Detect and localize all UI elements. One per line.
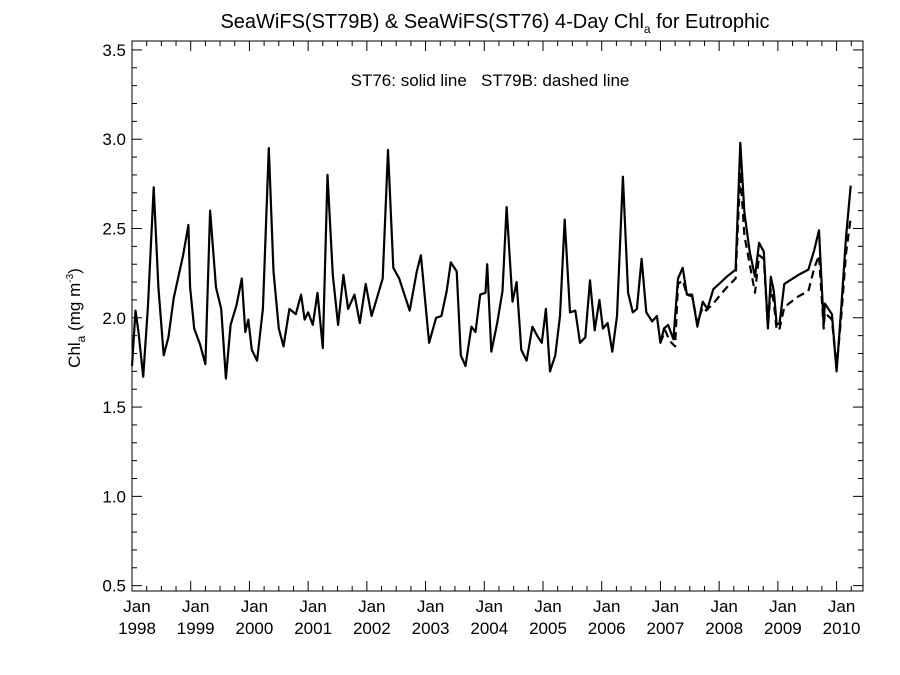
x-tick-year: 2008 [705,619,743,638]
y-axis-ticks: 0.5 1.0 1.5 2.0 2.5 3.0 3.5 [102,41,863,596]
x-tick-month: Jan [476,597,503,616]
x-tick-month: Jan [652,597,679,616]
x-tick-year: 1998 [118,619,156,638]
series-line-st76 [130,141,852,380]
x-tick-year: 1999 [177,619,215,638]
chart-title: SeaWiFS(ST79B) & SeaWiFS(ST76) 4-Day Chl… [220,11,769,36]
x-tick-month: Jan [241,597,268,616]
x-tick-month: Jan [828,597,855,616]
x-tick-year: 2007 [647,619,685,638]
y-tick-label: 2.5 [102,220,126,239]
y-tick-label: 3.0 [102,130,126,149]
x-tick-year: 2010 [823,619,861,638]
x-tick-month: Jan [593,597,620,616]
x-tick-year: 2000 [236,619,274,638]
x-tick-year: 2009 [764,619,802,638]
x-tick-year: 2001 [294,619,332,638]
x-tick-month: Jan [123,597,150,616]
x-axis-ticks: Jan 1998 Jan 1999 Jan 2000 Jan 2001 Jan 2002 Jan 20… [118,41,860,638]
x-tick-year: 2004 [470,619,508,638]
y-axis-label: Chla (mg m-3) [65,268,88,368]
y-tick-label: 1.0 [102,487,126,506]
x-tick-month: Jan [710,597,737,616]
x-tick-year: 2005 [529,619,567,638]
series-layer [130,141,852,380]
x-tick-year: 2003 [412,619,450,638]
y-tick-label: 1.5 [102,398,126,417]
x-tick-year: 2006 [588,619,626,638]
x-tick-month: Jan [417,597,444,616]
x-tick-month: Jan [299,597,326,616]
y-tick-label: 3.5 [102,41,126,60]
x-tick-month: Jan [358,597,385,616]
series-line-st79b [659,170,852,369]
x-tick-month: Jan [182,597,209,616]
legend-annotation: ST76: solid line ST79B: dashed line [351,71,630,90]
plot-frame [131,40,864,592]
x-tick-year: 2002 [353,619,391,638]
y-tick-label: 0.5 [102,577,126,596]
x-tick-month: Jan [534,597,561,616]
x-tick-month: Jan [769,597,796,616]
y-tick-label: 2.0 [102,309,126,328]
